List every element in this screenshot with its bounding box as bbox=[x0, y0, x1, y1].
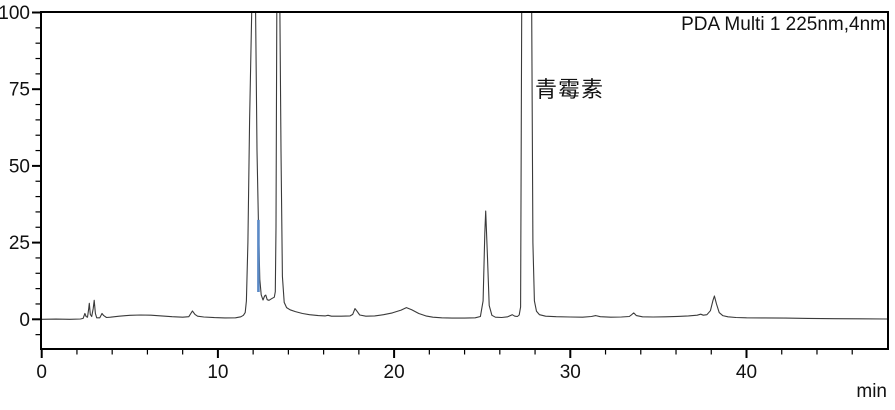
trace-line bbox=[41, 11, 889, 320]
y-tick-label: 75 bbox=[9, 80, 30, 101]
plot-frame bbox=[40, 11, 889, 350]
x-tick-label: 10 bbox=[207, 362, 228, 383]
x-tick-label: 0 bbox=[36, 362, 47, 383]
y-tick-label: 50 bbox=[9, 156, 30, 177]
x-tick-label: 20 bbox=[384, 362, 405, 383]
y-tick-label: 0 bbox=[19, 310, 30, 331]
y-tick-label: 25 bbox=[9, 233, 30, 254]
x-axis-unit-label: min bbox=[856, 381, 887, 402]
y-tick-label: 100 bbox=[0, 3, 30, 24]
peak-annotation-penicillin: 青霉素 bbox=[535, 77, 605, 102]
x-tick-label: 30 bbox=[560, 362, 581, 383]
x-tick-label: 40 bbox=[736, 362, 757, 383]
detector-channel-label: PDA Multi 1 225nm,4nm bbox=[681, 14, 886, 35]
